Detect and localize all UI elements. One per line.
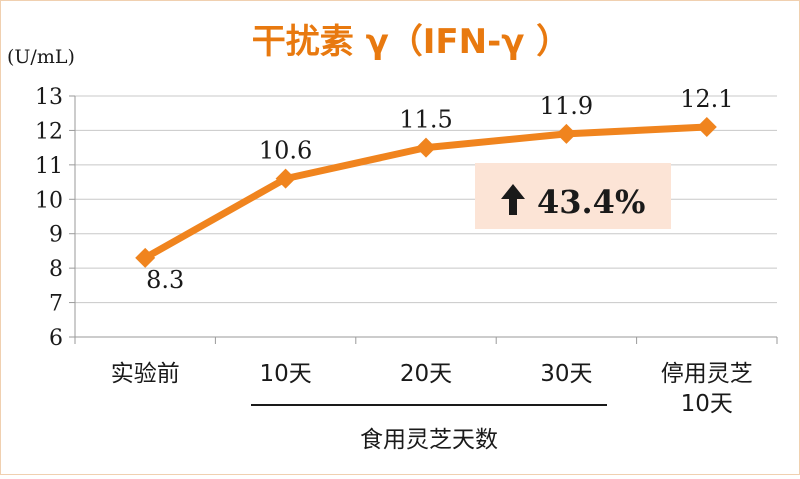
badge-percentage: 43.4% [537, 183, 645, 221]
y-tick-label: 10 [35, 188, 63, 213]
data-point-marker [135, 247, 156, 268]
x-tick-label: 20天 [400, 361, 452, 387]
x-tick-label: 10天 [259, 361, 311, 387]
data-point-marker [416, 137, 436, 158]
up-arrow-icon [501, 184, 525, 215]
series-layer [135, 116, 717, 268]
y-tick-label: 6 [49, 326, 63, 351]
x-tick-label: 实验前 [111, 361, 180, 387]
x-tick-label: 10天 [681, 391, 733, 417]
increase-badge: 43.4% [475, 163, 671, 229]
data-label: 11.5 [399, 106, 452, 134]
x-tick-labels: 实验前 10天 20天 30天 停用灵芝 10天 [111, 361, 753, 417]
y-tick-labels: 13 12 11 10 9 8 7 6 [35, 85, 63, 351]
data-point-marker [696, 116, 717, 137]
y-tick-label: 7 [49, 292, 63, 317]
data-point-marker [556, 123, 577, 144]
group-label: 食用灵芝天数 [360, 427, 498, 453]
y-axis-unit-label: (U/mL) [7, 46, 75, 68]
data-point-marker [275, 168, 296, 189]
data-labels: 8.3 10.6 11.5 11.9 12.1 [146, 85, 733, 294]
y-tick-label: 8 [49, 257, 63, 282]
data-label: 8.3 [146, 266, 184, 294]
y-tick-label: 11 [35, 154, 63, 179]
y-tick-label: 12 [35, 119, 63, 144]
data-label: 10.6 [259, 137, 312, 165]
axis-layer [69, 95, 778, 344]
data-label: 12.1 [680, 85, 733, 113]
y-tick-label: 13 [35, 85, 63, 110]
data-label: 11.9 [540, 92, 593, 120]
x-tick-label: 停用灵芝 [661, 361, 753, 387]
y-tick-label: 9 [49, 223, 63, 248]
chart-title: 干扰素 γ（IFN-γ ） [252, 22, 570, 62]
x-tick-label: 30天 [540, 361, 592, 387]
